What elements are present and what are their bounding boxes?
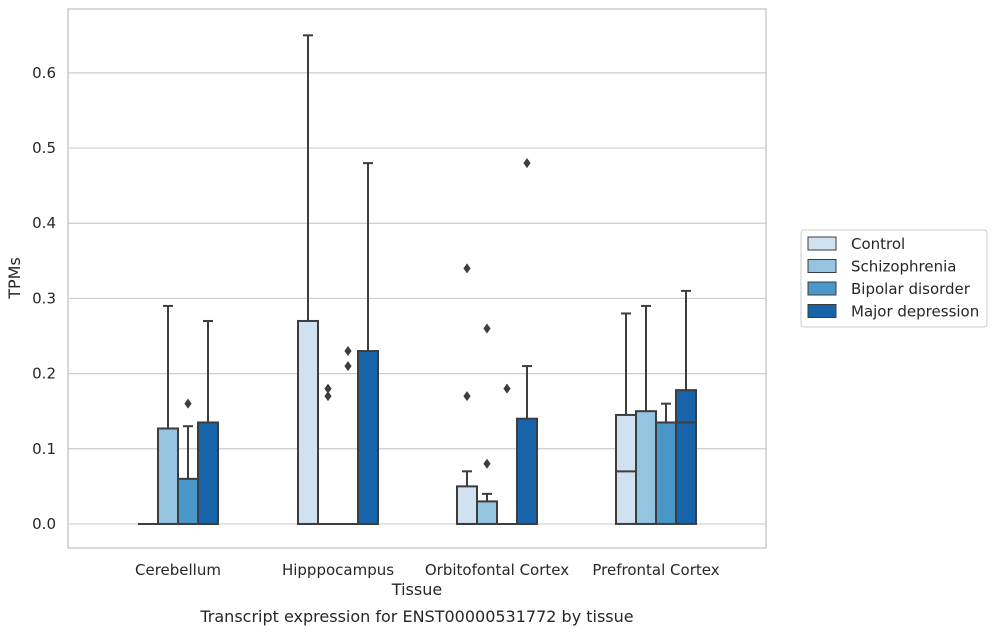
box-body [357, 350, 379, 525]
y-tick-label: 0.6 [32, 64, 56, 82]
box-mark [476, 323, 498, 525]
box-series-layer [138, 34, 697, 525]
legend-label: Control [851, 235, 905, 253]
legend-entry: Bipolar disorder [807, 280, 971, 298]
outlier-point [483, 458, 491, 469]
box-mark [497, 383, 517, 525]
box-body [476, 500, 498, 525]
y-axis-title: TPMs [5, 257, 24, 300]
legend-swatch [807, 259, 837, 273]
y-tick-label: 0.5 [32, 139, 56, 157]
legend-label: Major depression [851, 303, 979, 321]
outlier-point [483, 323, 491, 334]
chart-caption: Transcript expression for ENST0000053177… [199, 607, 633, 626]
legend-label: Schizophrenia [851, 258, 956, 276]
box-mark [197, 319, 219, 525]
outlier-point [344, 346, 352, 357]
box-mark [157, 304, 179, 525]
outlier-point [324, 383, 332, 394]
box-body [456, 485, 478, 525]
grid-lines [68, 72, 766, 525]
y-tick-label: 0.0 [32, 515, 56, 533]
legend-entry: Control [807, 235, 905, 253]
legend-swatch [807, 236, 837, 251]
legend-entry: Schizophrenia [807, 258, 956, 276]
plot-area-frame [67, 8, 767, 549]
legend-swatch [807, 304, 837, 318]
legend-frame [800, 229, 988, 328]
legend-label: Bipolar disorder [851, 280, 971, 298]
box-body [615, 413, 637, 525]
box-mark [318, 383, 338, 525]
y-tick-label: 0.3 [32, 289, 56, 307]
series-schizophrenia [157, 304, 657, 525]
box-mark [516, 158, 538, 525]
outlier-point [523, 158, 531, 169]
box-body [675, 389, 697, 525]
box-mark [675, 289, 697, 525]
box-mark [338, 346, 358, 525]
box-body [516, 417, 538, 525]
x-tick-label: Orbitofontal Cortex [425, 561, 569, 579]
series-bipolar-disorder [177, 346, 677, 525]
outlier-point [463, 391, 471, 402]
box-mark [615, 312, 637, 525]
box-mark [177, 398, 199, 525]
outlier-point [344, 361, 352, 372]
y-tick-label: 0.1 [32, 440, 56, 458]
box-mark [655, 402, 677, 525]
box-body [635, 410, 657, 525]
y-tick-label: 0.4 [32, 214, 56, 232]
y-tick-labels: 0.0 0.1 0.2 0.3 0.4 0.5 0.6 [32, 64, 56, 533]
box-body [177, 477, 199, 525]
outlier-point [503, 383, 511, 394]
outlier-point [324, 391, 332, 402]
box-mark [635, 304, 657, 525]
box-body [157, 427, 179, 525]
outlier-point [463, 263, 471, 274]
legend-swatch [807, 281, 837, 296]
box-mark [297, 34, 319, 525]
x-axis-title: Tissue [391, 580, 442, 599]
legend-entry: Major depression [807, 303, 979, 321]
box-mark [456, 263, 478, 525]
legend: Control Schizophrenia Bipolar disorder Majo… [800, 229, 988, 328]
outlier-point [184, 398, 192, 409]
x-tick-label: Cerebellum [135, 561, 221, 579]
x-tick-label: Hipppocampus [282, 561, 394, 579]
box-body [297, 319, 319, 525]
x-tick-label: Prefrontal Cortex [592, 561, 719, 579]
series-major-depression [197, 158, 697, 525]
box-body [197, 421, 219, 525]
box-mark [357, 162, 379, 525]
y-tick-label: 0.2 [32, 365, 56, 383]
box-body [655, 421, 677, 525]
x-tick-labels: Cerebellum Hipppocampus Orbitofontal Corte… [135, 561, 720, 579]
